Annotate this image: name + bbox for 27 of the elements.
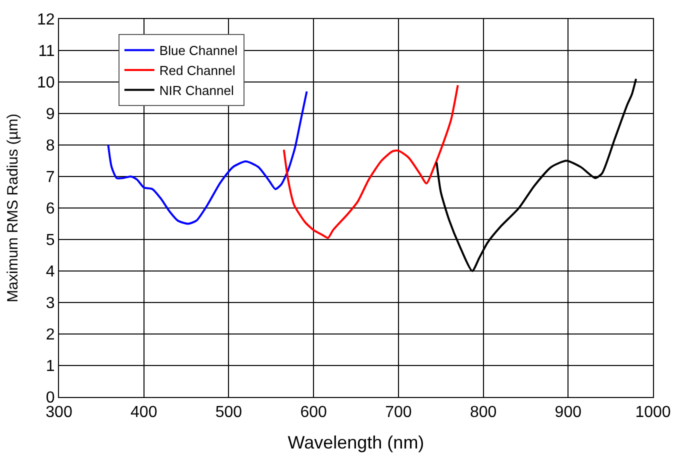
y-tick-label: 11 xyxy=(38,43,55,60)
y-axis-title: Maximum RMS Radius (µm) xyxy=(4,114,22,302)
x-tick-label: 500 xyxy=(215,404,242,422)
x-tick-label: 1000 xyxy=(635,404,671,422)
y-tick-label: 1 xyxy=(46,358,55,376)
x-tick-label: 600 xyxy=(300,404,328,422)
y-tick-label: 9 xyxy=(46,106,55,124)
x-axis-title: Wavelength (nm) xyxy=(288,432,424,452)
x-tick-label: 700 xyxy=(385,404,412,422)
x-tick-label: 800 xyxy=(470,404,497,422)
x-tick-label: 400 xyxy=(130,404,158,422)
x-tick-label: 900 xyxy=(554,404,582,422)
y-tick-label: 8 xyxy=(46,138,55,155)
x-tick-label: 300 xyxy=(46,404,72,422)
y-tick-label: 0 xyxy=(46,390,55,407)
legend-label: Blue Channel xyxy=(159,43,238,58)
y-tick-label: 7 xyxy=(46,169,55,186)
legend-label: NIR Channel xyxy=(159,82,234,98)
y-tick-label: 3 xyxy=(46,295,55,312)
y-tick-label: 4 xyxy=(46,264,55,281)
y-tick-label: 6 xyxy=(46,200,55,218)
y-tick-label: 10 xyxy=(37,74,55,92)
legend-label: Red Channel xyxy=(159,63,236,78)
y-tick-label: 5 xyxy=(46,232,55,250)
y-tick-label: 2 xyxy=(46,326,55,344)
line-series xyxy=(282,84,459,239)
y-tick-label: 12 xyxy=(37,12,55,29)
